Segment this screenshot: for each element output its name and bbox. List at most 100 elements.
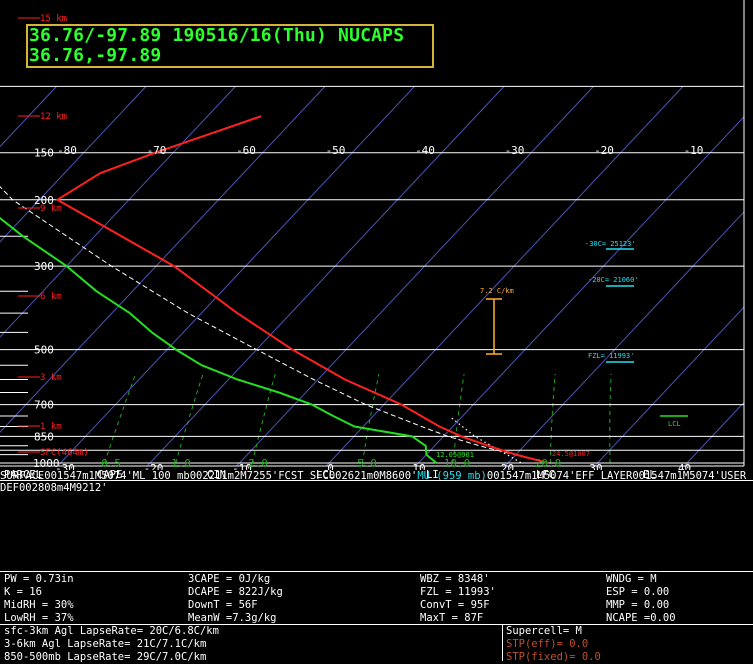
separator: [0, 624, 753, 625]
temp-tick-bottom: 30: [589, 462, 602, 470]
lapse-rate-sfc-3km: sfc-3km Agl LapseRate= 20C/6.8C/km: [4, 625, 219, 637]
lapse-label: 7.2 C/km: [480, 287, 514, 295]
height-label: 12 km: [40, 112, 67, 122]
skewt-chart: 15 km 12 km 9 km 6 km 3 km 1 km SFC(464m) 150 20…: [0, 0, 745, 470]
plot-area: [0, 85, 744, 466]
table-cell: 0: [196, 470, 203, 482]
table-cell: 0: [493, 470, 500, 482]
pressure-label: 200: [34, 194, 54, 207]
table-cell: 0: [18, 482, 26, 494]
table-cell: 0: [335, 470, 342, 482]
header-line-1: 36.76/-97.89 190516/16(Thu) NUCAPS: [29, 25, 405, 46]
mixing-ratio-line: [251, 373, 276, 464]
table-cell: 0: [638, 470, 645, 482]
table-cell: 8600': [385, 470, 418, 482]
table-cell: 0: [50, 470, 57, 482]
midrh-value: MidRH = 30%: [4, 599, 74, 611]
isotherm-line: [0, 86, 326, 433]
temp-tick-top: -30: [505, 144, 525, 157]
table-cell: 1547m: [56, 470, 89, 482]
height-label: 3 km: [40, 373, 62, 383]
temp-tick-top: -80: [57, 144, 77, 157]
table-cell: 1547m: [644, 470, 677, 482]
separator: [0, 480, 753, 481]
mixing-ratio-label: 0.5: [101, 457, 121, 470]
table-cell: 5074': [689, 470, 721, 482]
esp-value: ESP = 0.00: [606, 586, 670, 598]
table-cell: M: [682, 470, 690, 482]
fzl-label: FZL= 11993': [588, 352, 634, 360]
height-label: 1 km: [40, 422, 62, 432]
isotherm-line: [683, 401, 744, 466]
mixing-ratio-label: 2.0: [248, 457, 268, 470]
lapse-rate-3-6km: 3-6km Agl LapseRate= 21C/7.1C/km: [4, 638, 207, 650]
col-header-li: LI: [426, 469, 439, 481]
separator: [0, 571, 753, 572]
table-cell: M: [537, 470, 544, 482]
table-cell: 0: [189, 470, 197, 482]
mixing-ratio-label: 1.0: [171, 457, 191, 470]
temp-tick-bottom: 40: [678, 462, 691, 470]
stp-fixed-value: STP(fixed)= 0.0: [506, 651, 601, 663]
table-cell: 0: [44, 470, 51, 482]
isotherm-line: [146, 86, 505, 466]
maxt-value: MaxT = 87F: [420, 612, 484, 624]
ncape-value: NCAPE =0.00: [606, 612, 676, 624]
temp-tick-bottom: -30: [55, 462, 75, 470]
table-cell: 0: [373, 470, 380, 482]
table-cell: 2808m: [31, 482, 64, 494]
temp-tick-top: -10: [684, 144, 704, 157]
lcl-label: LCL: [668, 420, 681, 428]
table-cell: M: [69, 482, 76, 494]
table-cell: 2621m: [341, 470, 374, 482]
temp-tick-bottom: 10: [412, 462, 425, 470]
pressure-label: 700: [34, 399, 54, 412]
pressure-label: 850: [34, 430, 54, 443]
col-header-lcl: LCL: [316, 469, 335, 481]
table-cell: MU (959 mb): [417, 470, 487, 482]
minus30-label: -30C= 25123': [585, 240, 636, 248]
sfc-temp-label: 24.5@1007: [552, 450, 590, 458]
isotherm-line: [235, 86, 594, 466]
isotherm-line: [0, 86, 236, 338]
temp-tick-top: -70: [147, 144, 167, 157]
temperature-line: [56, 115, 549, 464]
mixing-ratio-line: [175, 373, 204, 464]
isotherm-line: [0, 86, 147, 243]
table-cell: SURFACE: [0, 470, 45, 482]
table-cell: 0: [25, 482, 32, 494]
lapse-rate-850-500: 850-500mb LapseRate= 29C/7.0C/km: [4, 651, 207, 663]
mixing-ratio-label: 10.0: [444, 457, 471, 470]
col-header-cin: CIN: [207, 469, 226, 481]
isotherm-line: [504, 211, 744, 466]
pressure-label: 300: [34, 260, 54, 273]
supercell-value: Supercell= M: [506, 625, 582, 637]
wbz-value: WBZ = 8348': [420, 573, 490, 585]
wndg-value: WNDG = M: [606, 573, 657, 585]
parameter-panel: PARCEL CAPE CIN LCL LI LFC EL SURFACE001…: [0, 469, 753, 663]
table-cell: 0: [328, 470, 336, 482]
mixing-ratio-line: [104, 373, 137, 464]
cape3-value: 3CAPE = 0J/kg: [188, 573, 271, 585]
pressure-label: 150: [34, 147, 54, 160]
isotherm-line: [56, 86, 415, 466]
table-cell: FCST SFC: [278, 470, 329, 482]
table-cell: 9212': [75, 482, 108, 494]
dewpoint-line: [0, 216, 438, 464]
lowrh-value: LowRH = 37%: [4, 612, 74, 624]
temp-tick-top: -40: [415, 144, 435, 157]
col-header-el: EL: [643, 469, 656, 481]
isotherm-line: [593, 306, 744, 466]
isotherm-line: [414, 115, 744, 466]
isotherm-line: [0, 86, 57, 148]
temp-tick-bottom: -20: [144, 462, 164, 470]
temp-tick-top: -60: [236, 144, 256, 157]
stp-eff-value: STP(eff)= 0.0: [506, 638, 589, 650]
mixing-ratio-line: [452, 373, 465, 464]
mmp-value: MMP = 0.00: [606, 599, 670, 611]
height-label: 15 km: [40, 14, 67, 24]
sfc-dewpoint-label: 12.05@901: [436, 451, 474, 459]
temp-tick-top: -20: [594, 144, 614, 157]
downdraft-trace: [451, 417, 522, 464]
minus20-label: -20C= 21060': [588, 276, 639, 284]
